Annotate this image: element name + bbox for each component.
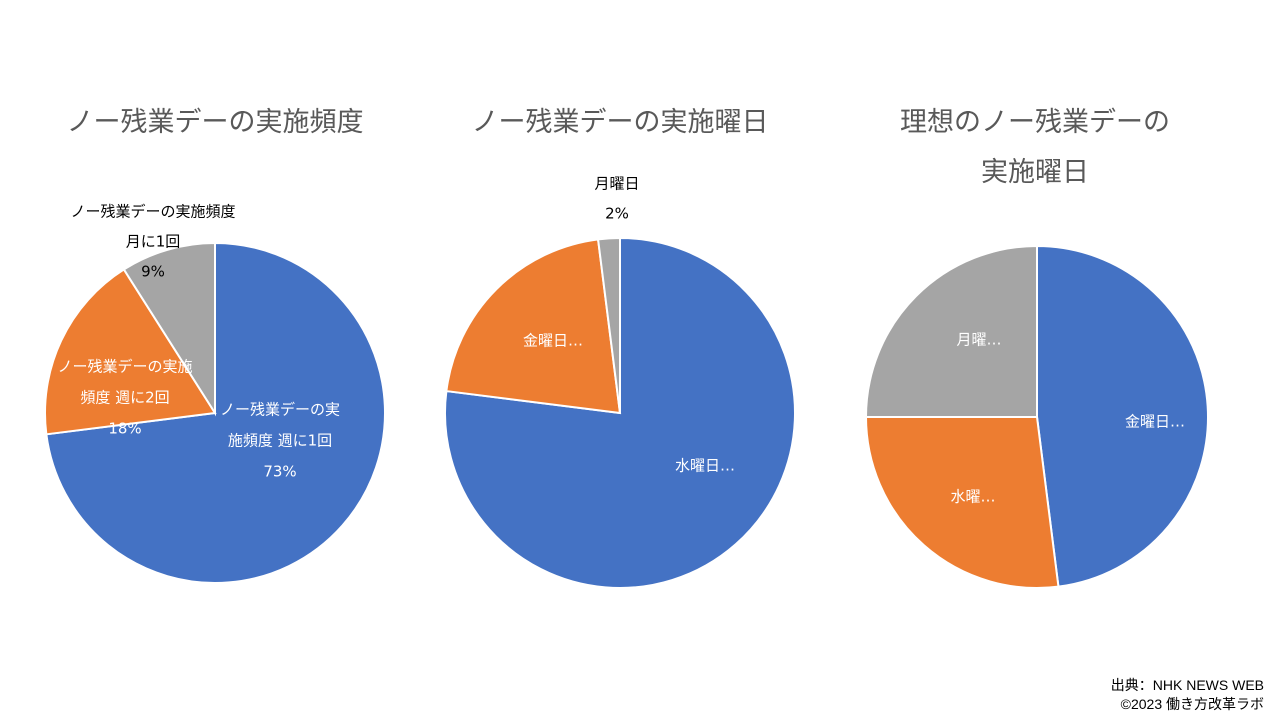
pie-data-label: 金曜日…	[523, 332, 583, 350]
pie-data-label: 2%	[605, 205, 629, 223]
source-credit: 出典：NHK NEWS WEB ©2023 働き方改革ラボ	[1111, 676, 1264, 714]
pie-data-label: 金曜日…	[1125, 413, 1185, 431]
chart-title-ideal-weekday: 理想のノー残業デーの 実施曜日	[880, 98, 1190, 198]
pie-data-label: 9%	[141, 263, 165, 281]
pie-data-label: 月曜日	[594, 175, 639, 193]
chart-title-weekday: ノー残業デーの実施曜日	[471, 107, 769, 138]
copyright-line: ©2023 働き方改革ラボ	[1120, 696, 1264, 713]
pie-data-label: 73%	[263, 463, 296, 481]
pie-chart-3: 金曜日… 水曜… 月曜…	[864, 244, 1210, 589]
pie-slice	[596, 236, 621, 414]
pie-data-label: 月に1回	[126, 233, 181, 251]
pie-data-label: 施頻度 週に1回	[228, 432, 332, 450]
pie-slice	[44, 268, 217, 436]
chart-title-ideal-line-2: 実施曜日	[981, 156, 1089, 188]
pie-data-label: 18%	[108, 420, 141, 438]
pie-data-label: 頻度 週に2回	[80, 389, 169, 407]
pie-data-label: 月曜…	[956, 331, 1001, 349]
pie-slice	[1036, 244, 1210, 588]
pie-slice	[445, 238, 622, 415]
source-line: 出典：NHK NEWS WEB	[1110, 677, 1264, 694]
chart-title-frequency: ノー残業デーの実施頻度	[66, 107, 364, 138]
pie-data-label: ノー残業デーの実	[220, 401, 340, 419]
pie-data-label: ノー残業デーの実施頻度	[70, 203, 235, 221]
pie-slice	[864, 244, 1038, 418]
pie-chart-2: 水曜日… 金曜日… 月曜日 2%	[444, 175, 796, 589]
chart-title-ideal-line-1: 理想のノー残業デーの	[900, 107, 1170, 138]
pie-chart-1: ノー残業デーの実施頻度 週に1回 73% ノー残業デーの実施頻度 週に2回 18% ノー…	[44, 203, 386, 584]
pie-data-label: 水曜…	[950, 488, 995, 506]
pie-data-label: 水曜日…	[675, 457, 735, 475]
pie-slice	[864, 416, 1060, 589]
pie-slice	[122, 241, 216, 417]
pie-data-label: ノー残業デーの実施	[57, 358, 192, 376]
